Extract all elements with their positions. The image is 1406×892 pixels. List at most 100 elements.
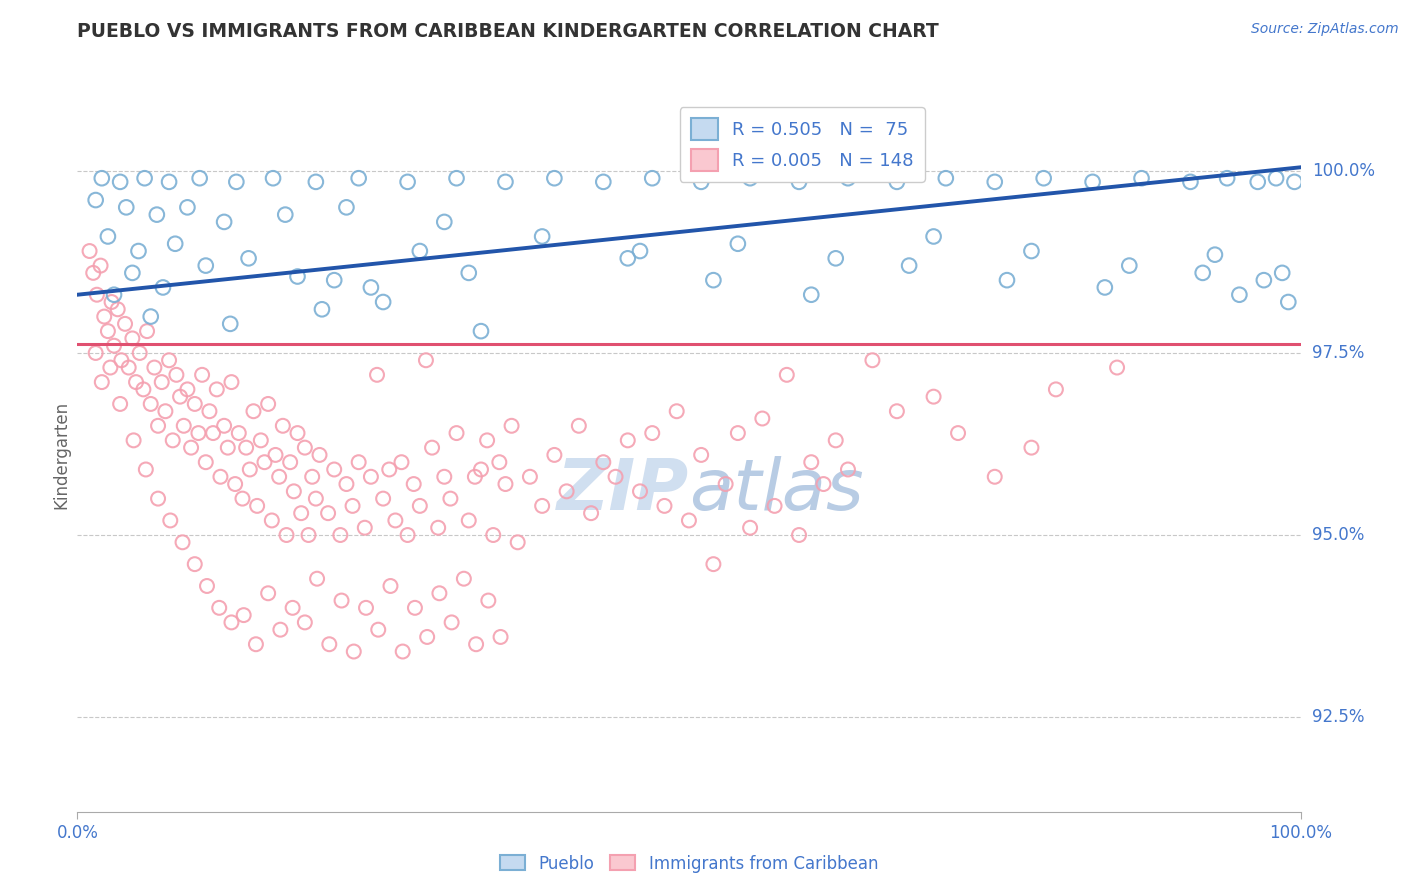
Point (134, 171, 156, 186)
Point (118, 360, 141, 375)
Point (139, 397, 162, 411)
Point (519, 469, 541, 483)
Point (702, 557, 724, 571)
Point (228, 426, 250, 441)
Point (1265, 171, 1288, 186)
Point (984, 469, 1007, 483)
Point (360, 280, 382, 294)
Point (641, 426, 664, 441)
Point (506, 535, 529, 549)
Point (172, 535, 194, 549)
Point (335, 477, 357, 491)
Point (176, 383, 198, 397)
Point (121, 331, 143, 345)
Legend: Pueblo, Immigrants from Caribbean: Pueblo, Immigrants from Caribbean (494, 848, 884, 880)
Point (1118, 259, 1140, 273)
Point (162, 434, 184, 448)
Point (409, 244, 432, 258)
Point (242, 404, 264, 418)
Point (1130, 171, 1153, 186)
Point (1180, 175, 1202, 189)
Point (323, 273, 346, 287)
Point (122, 434, 145, 448)
Point (415, 353, 437, 368)
Point (264, 448, 287, 462)
Point (271, 418, 294, 433)
Point (464, 469, 486, 483)
Point (495, 175, 517, 189)
Point (837, 171, 859, 186)
Point (245, 637, 267, 651)
Point (714, 477, 737, 491)
Point (235, 441, 257, 455)
Point (1284, 175, 1306, 189)
Point (740, 521, 762, 535)
Point (1271, 266, 1294, 280)
Point (136, 324, 159, 338)
Point (690, 448, 713, 462)
Point (495, 477, 517, 491)
Point (862, 353, 884, 368)
Point (427, 521, 450, 535)
Point (146, 208, 169, 222)
Y-axis label: Kindergarten: Kindergarten (52, 401, 70, 509)
Point (935, 171, 957, 186)
Point (155, 404, 177, 418)
Point (702, 273, 724, 287)
Point (367, 623, 389, 637)
Point (440, 615, 463, 630)
Point (225, 175, 247, 189)
Point (470, 462, 492, 476)
Point (453, 572, 475, 586)
Point (305, 175, 328, 189)
Point (946, 426, 969, 441)
Point (824, 434, 846, 448)
Point (384, 513, 406, 527)
Point (531, 229, 554, 244)
Point (195, 579, 218, 593)
Point (347, 171, 370, 186)
Point (470, 324, 492, 338)
Point (97, 229, 120, 244)
Point (531, 499, 554, 513)
Point (253, 455, 276, 469)
Point (628, 484, 651, 499)
Point (323, 462, 346, 476)
Point (250, 434, 273, 448)
Point (180, 441, 202, 455)
Point (605, 469, 627, 483)
Point (262, 171, 284, 186)
Point (114, 317, 136, 331)
Point (751, 411, 773, 425)
Point (446, 171, 468, 186)
Text: ZIP: ZIP (557, 456, 689, 525)
Point (727, 236, 749, 251)
Point (84, 346, 107, 360)
Legend: R = 0.505   N =  75, R = 0.005   N = 148: R = 0.505 N = 75, R = 0.005 N = 148 (681, 107, 925, 182)
Point (152, 280, 174, 294)
Point (125, 375, 148, 389)
Point (297, 528, 319, 542)
Text: PUEBLO VS IMMIGRANTS FROM CARIBBEAN KINDERGARTEN CORRELATION CHART: PUEBLO VS IMMIGRANTS FROM CARIBBEAN KIND… (77, 22, 939, 41)
Point (157, 175, 180, 189)
Point (103, 339, 125, 353)
Point (1107, 360, 1129, 375)
Point (231, 491, 253, 506)
Point (477, 593, 499, 607)
Point (353, 521, 375, 535)
Point (402, 477, 425, 491)
Point (501, 418, 523, 433)
Point (90, 375, 112, 389)
Point (169, 390, 191, 404)
Point (269, 469, 291, 483)
Point (763, 499, 786, 513)
Point (787, 175, 810, 189)
Point (335, 200, 357, 214)
Point (121, 266, 143, 280)
Point (208, 600, 231, 615)
Point (294, 615, 316, 630)
Point (824, 252, 846, 266)
Point (108, 175, 131, 189)
Point (1094, 280, 1116, 294)
Point (257, 586, 280, 600)
